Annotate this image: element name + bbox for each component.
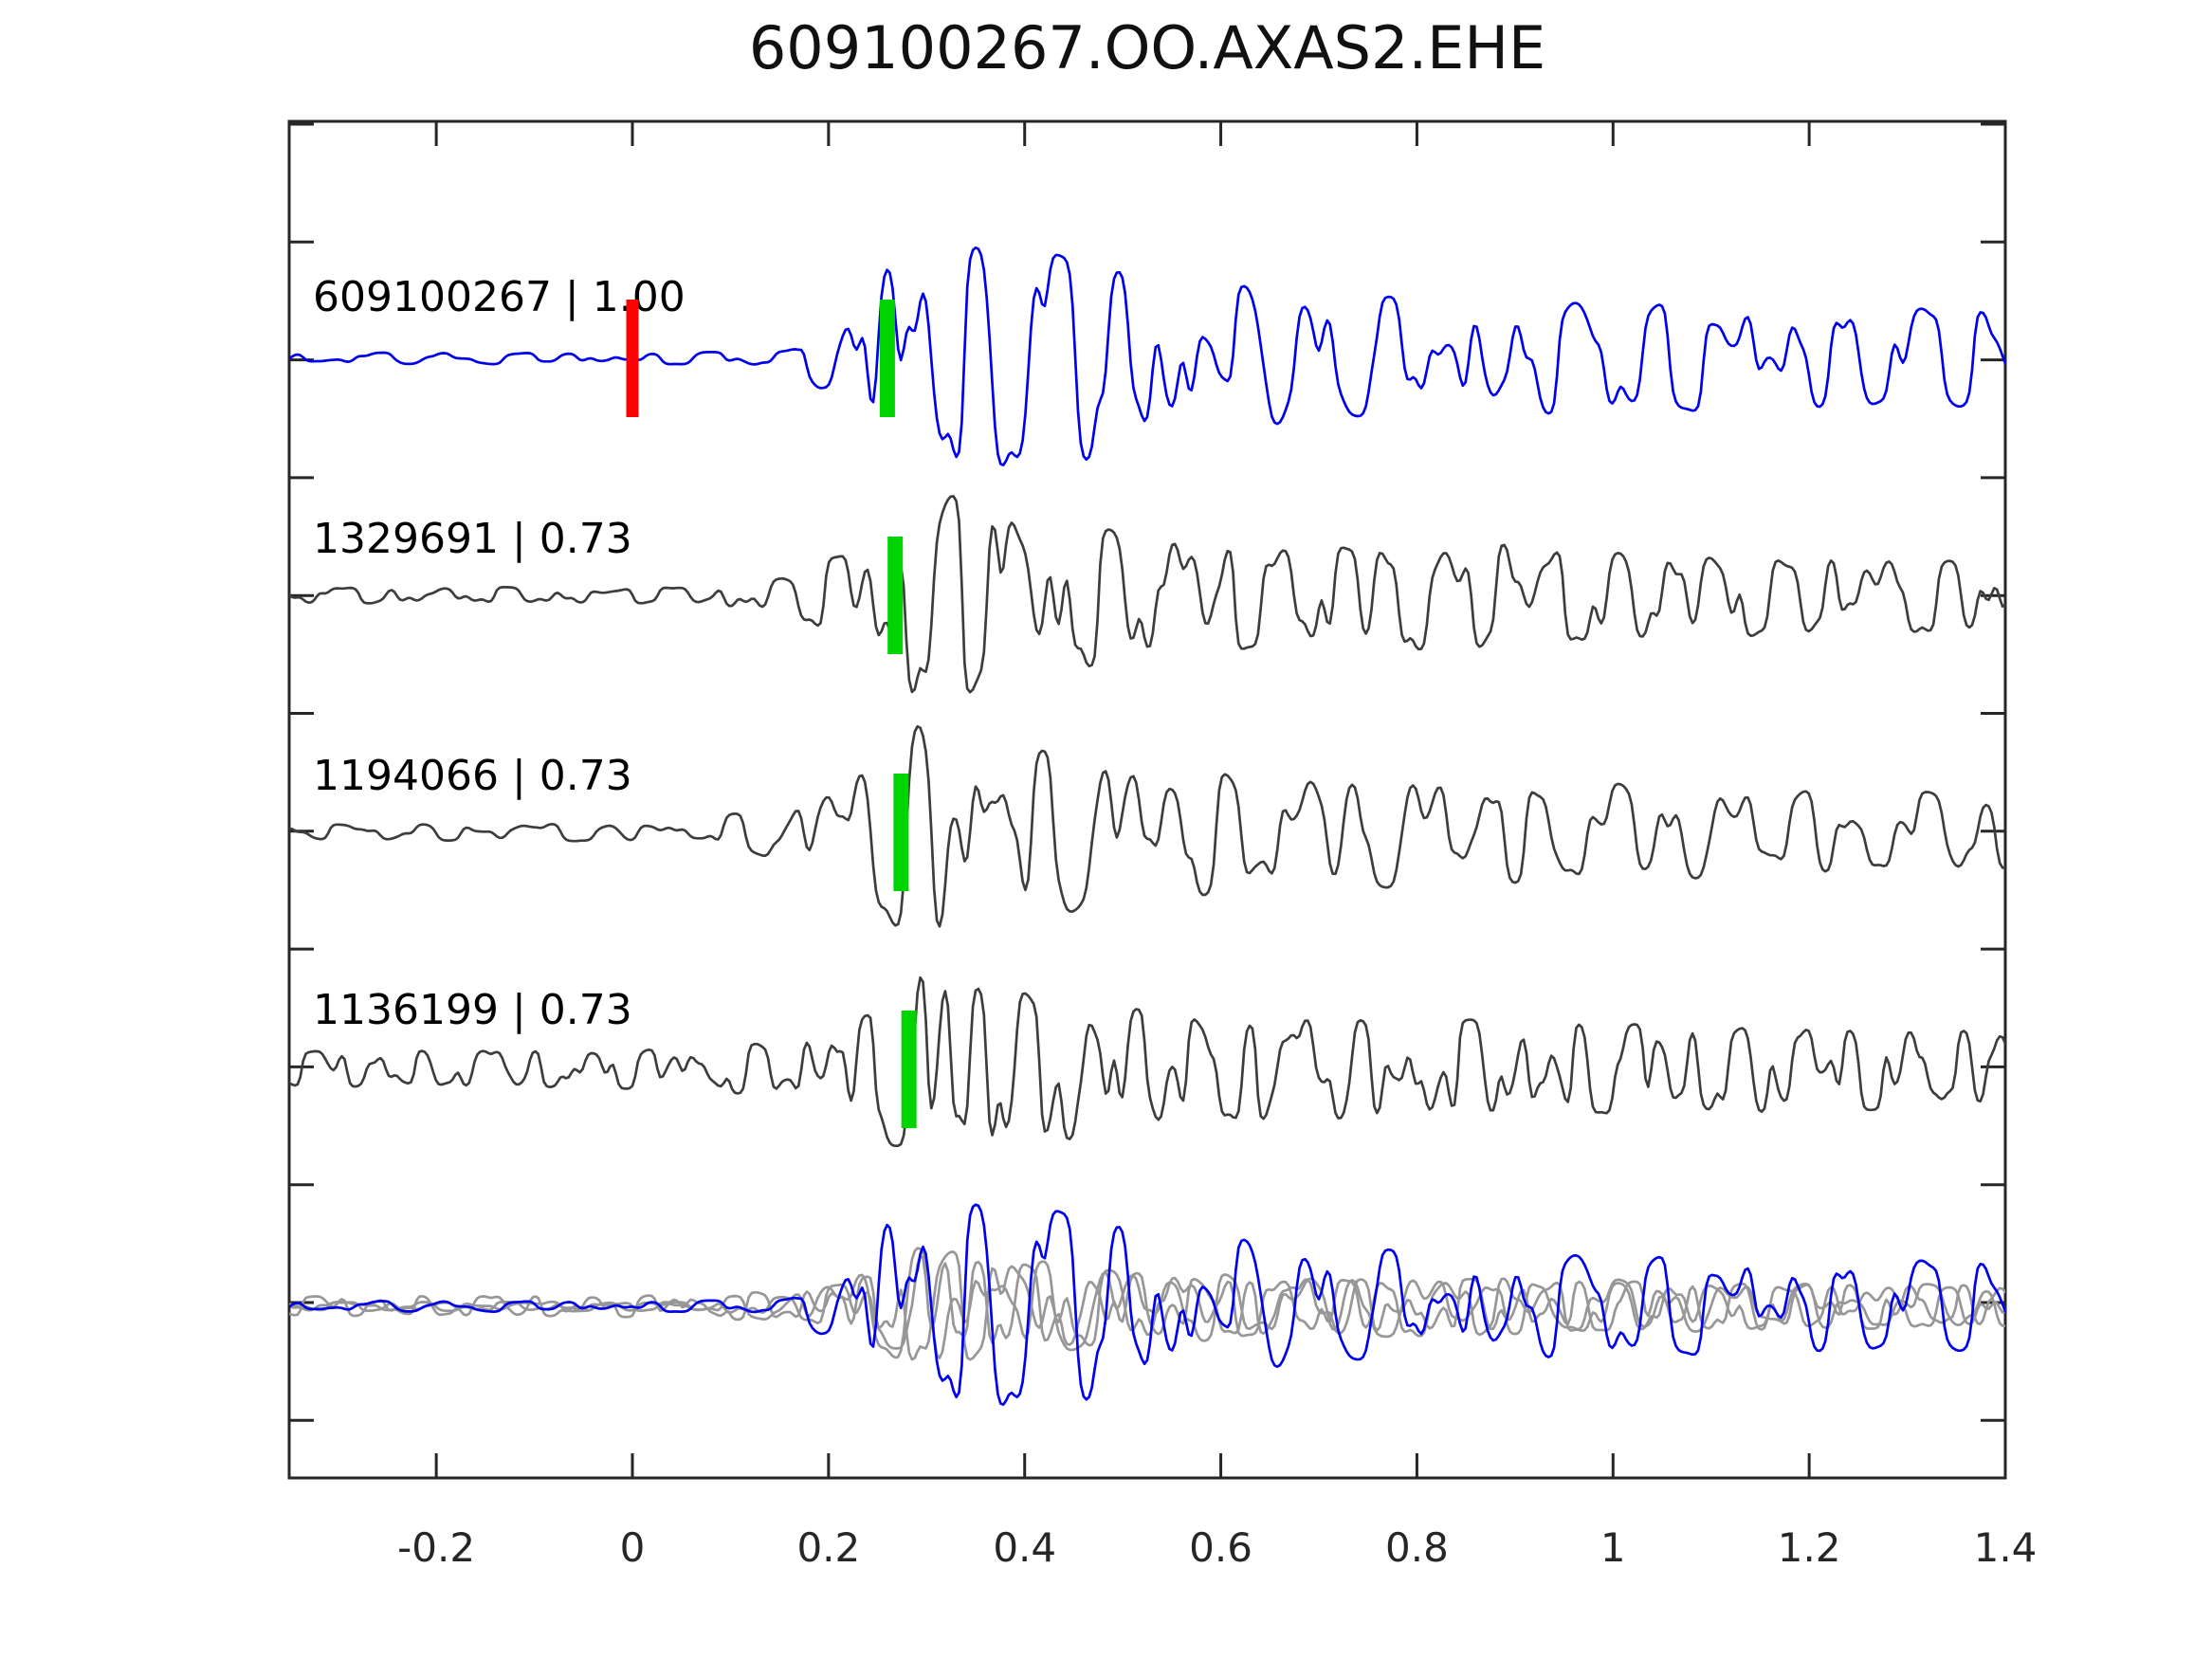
x-tick-label: 1.4 [1974, 1524, 2038, 1571]
waveforms-group [289, 246, 2005, 1406]
pick-marker-green-1329691 [887, 537, 904, 654]
x-tick-label: 1.2 [1778, 1524, 1841, 1571]
overlay-detection-waveform-1329691 [289, 1250, 2005, 1361]
pick-marker-green-609100267 [879, 300, 895, 417]
trace-label-detection-3: 1136199 | 0.73 [313, 986, 632, 1034]
pick-marker-green-1194066 [893, 774, 909, 891]
trace-label-template: 609100267 | 1.00 [313, 273, 686, 321]
detection-waveform-1136199 [289, 975, 2005, 1148]
x-tick-label: -0.2 [397, 1524, 475, 1571]
trace-label-detection-1: 1329691 | 0.73 [313, 515, 632, 563]
x-tick-label: 0.2 [796, 1524, 860, 1571]
trace-label-detection-2: 1194066 | 0.73 [313, 752, 632, 800]
detection-waveform-1194066 [289, 724, 2005, 928]
x-tick-label: 0.6 [1189, 1524, 1252, 1571]
detection-waveform-1329691 [289, 495, 2005, 694]
pick-marker-red-609100267 [626, 300, 639, 417]
pick-marker-green-1136199 [901, 1011, 917, 1128]
figure-title: 609100267.OO.AXAS2.EHE [748, 13, 1546, 82]
x-tick-label: 1 [1600, 1524, 1626, 1571]
x-tick-label: 0.8 [1385, 1524, 1449, 1571]
overlay-detection-waveform-1136199 [289, 1254, 2005, 1350]
plot-frame [287, 119, 2007, 1480]
x-tick-label: 0 [620, 1524, 646, 1571]
overlay-template-waveform-609100267 [289, 1203, 2005, 1406]
x-tick-label: 0.4 [993, 1524, 1056, 1571]
template-waveform-609100267 [289, 246, 2005, 466]
